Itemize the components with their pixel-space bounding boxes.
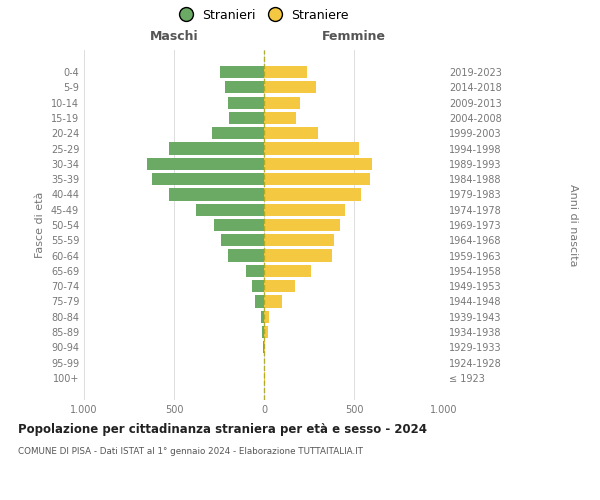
Text: COMUNE DI PISA - Dati ISTAT al 1° gennaio 2024 - Elaborazione TUTTAITALIA.IT: COMUNE DI PISA - Dati ISTAT al 1° gennai… [18,448,363,456]
Bar [264,280,295,292]
Bar [152,173,264,185]
Bar [226,81,264,94]
Bar [264,188,361,200]
Bar [262,310,264,323]
Bar [264,142,359,154]
Bar [264,96,300,108]
Bar [196,204,264,216]
Bar [264,296,282,308]
Bar [264,204,345,216]
Bar [212,127,264,140]
Text: Maschi: Maschi [149,30,199,43]
Y-axis label: Fasce di età: Fasce di età [35,192,45,258]
Bar [221,234,264,246]
Bar [264,265,311,277]
Bar [228,96,264,108]
Bar [246,265,264,277]
Bar [264,81,316,94]
Bar [147,158,264,170]
Bar [228,250,264,262]
Text: Femmine: Femmine [322,30,386,43]
Bar [264,219,340,231]
Bar [255,296,264,308]
Bar [264,310,269,323]
Bar [264,342,265,353]
Text: Popolazione per cittadinanza straniera per età e sesso - 2024: Popolazione per cittadinanza straniera p… [18,422,427,436]
Bar [214,219,264,231]
Bar [220,66,264,78]
Bar [253,280,264,292]
Bar [229,112,264,124]
Bar [264,66,307,78]
Bar [264,112,296,124]
Bar [264,234,334,246]
Bar [264,127,318,140]
Y-axis label: Anni di nascita: Anni di nascita [568,184,578,266]
Bar [264,250,332,262]
Bar [169,188,264,200]
Bar [169,142,264,154]
Bar [264,173,370,185]
Legend: Stranieri, Straniere: Stranieri, Straniere [180,8,348,22]
Bar [262,326,264,338]
Bar [264,158,372,170]
Bar [264,326,268,338]
